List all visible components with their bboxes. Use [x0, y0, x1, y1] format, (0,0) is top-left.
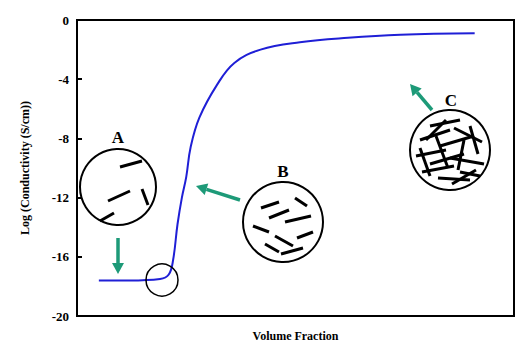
- svg-text:-20: -20: [52, 309, 69, 324]
- svg-text:B: B: [277, 162, 288, 181]
- svg-text:-12: -12: [52, 190, 69, 205]
- svg-text:Log (Conductivity (S/cm)): Log (Conductivity (S/cm)): [18, 101, 32, 235]
- svg-text:-4: -4: [58, 72, 69, 87]
- svg-text:C: C: [445, 91, 457, 110]
- svg-text:Volume Fraction: Volume Fraction: [253, 329, 339, 343]
- svg-text:0: 0: [63, 13, 70, 28]
- svg-text:-16: -16: [52, 249, 70, 264]
- svg-text:-8: -8: [58, 131, 69, 146]
- svg-text:A: A: [112, 128, 125, 147]
